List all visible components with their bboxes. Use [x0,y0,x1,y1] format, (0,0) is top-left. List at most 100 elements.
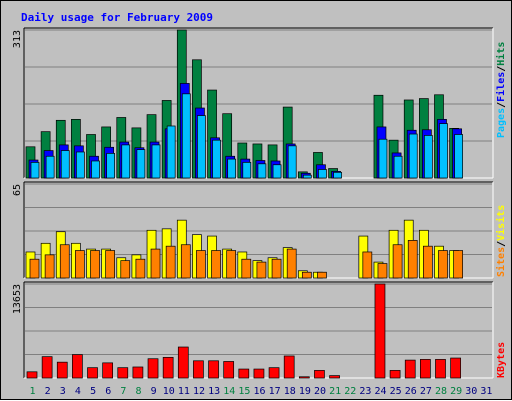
pages-bar [439,123,448,179]
kbytes-bar [253,368,265,379]
x-tick-label: 11 [178,386,190,397]
pages-bar [287,145,297,179]
kbytes-bar [102,362,113,379]
sites-bar [120,260,131,279]
x-tick-label: 3 [60,386,66,397]
pages-bar [212,139,221,179]
kbytes-bar [147,358,159,379]
pages-bar [151,144,161,179]
kbytes-bar [177,346,189,379]
pages-bar [197,115,206,179]
sites-bar [226,250,237,279]
y-max-label: 65 [12,184,23,196]
kbytes-bar [314,370,325,379]
bars-layer [25,29,463,379]
legend-separator: / [496,241,507,247]
sites-bar [75,250,85,279]
x-tick-label: 24 [375,386,387,397]
x-tick-label: 28 [435,386,447,397]
x-tick-label: 14 [223,386,235,397]
x-tick-label: 9 [151,386,157,397]
x-tick-label: 10 [163,386,175,397]
pages-bar [45,155,55,179]
chart-title: Daily usage for February 2009 [21,11,213,24]
x-axis-labels: 1 2 3 4 5 6 7 8 9 10 11 12 13 14 15 16 17 18 19 20 21 22 23 24 2… [30,386,493,397]
x-tick-label: 17 [269,386,281,397]
legend: KBytes [496,342,507,378]
x-tick-label: 18 [284,386,296,397]
kbytes-bar [162,356,174,379]
sites-bar [44,254,55,279]
x-tick-label: 31 [480,386,492,397]
y-axis-labels: 313 65 13653 [12,30,23,314]
y-max-label: 313 [12,30,23,48]
sites-bar [241,258,252,279]
kbytes-bar [329,375,340,379]
sites-bar [317,271,327,279]
sites-bar [135,258,146,279]
sites-bar [392,244,403,279]
kbytes-bar [41,356,53,379]
sites-bar [423,245,433,279]
x-tick-label: 22 [344,386,356,397]
x-tick-label: 20 [314,386,326,397]
x-tick-label: 19 [299,386,311,397]
sites-bar [196,250,206,279]
x-tick-label: 21 [329,386,341,397]
pages-bar [106,153,115,179]
kbytes-bar [268,367,280,379]
kbytes-bar [72,354,83,379]
x-tick-label: 7 [120,386,126,397]
pages-bar [393,155,403,179]
kbytes-bar [283,355,295,379]
legend-hits: Hits [495,42,507,66]
sites-bar [150,248,161,279]
pages-bar [424,135,433,179]
x-tick-label: 1 [30,386,36,397]
pages-bar [227,158,237,179]
pages-bar [302,174,312,179]
kbytes-bar [420,359,431,379]
sites-bar [438,250,448,279]
legend-sites: Sites [495,247,507,277]
x-tick-label: 12 [193,386,205,397]
sites-bar [29,258,40,279]
kbytes-bar [193,360,204,379]
pages-bar [91,160,100,179]
pages-bar [30,162,40,179]
x-tick-label: 16 [253,386,265,397]
kbytes-bar [117,367,129,379]
pages-bar [166,125,176,179]
pages-bar [121,144,131,179]
kbytes-bar [56,361,68,379]
x-tick-label: 30 [465,386,477,397]
legend-files: Files [495,72,507,102]
sites-bar [453,250,463,279]
pages-bar [454,134,463,179]
x-tick-label: 15 [238,386,250,397]
pages-bar [60,150,70,179]
pages-bar [242,162,252,179]
kbytes-bar [435,359,446,379]
legend-visits: Visits [495,205,507,241]
sites-bar [286,248,297,279]
sites-bar [211,250,221,279]
x-tick-label: 5 [90,386,96,397]
pages-bar [408,133,418,179]
pages-bar [272,164,282,179]
sites-bar [180,244,191,279]
sites-bar [362,251,373,279]
kbytes-bar [87,367,98,379]
x-tick-label: 4 [75,386,81,397]
pages-bar [181,93,191,179]
pages-bar [76,151,85,179]
x-tick-label: 23 [359,386,371,397]
kbytes-bar [238,368,250,379]
kbytes-bar [223,361,235,379]
y-max-label: 13653 [12,284,23,314]
legend-kbytes: KBytes [496,342,507,378]
x-tick-label: 6 [105,386,111,397]
sites-bar [59,244,70,279]
